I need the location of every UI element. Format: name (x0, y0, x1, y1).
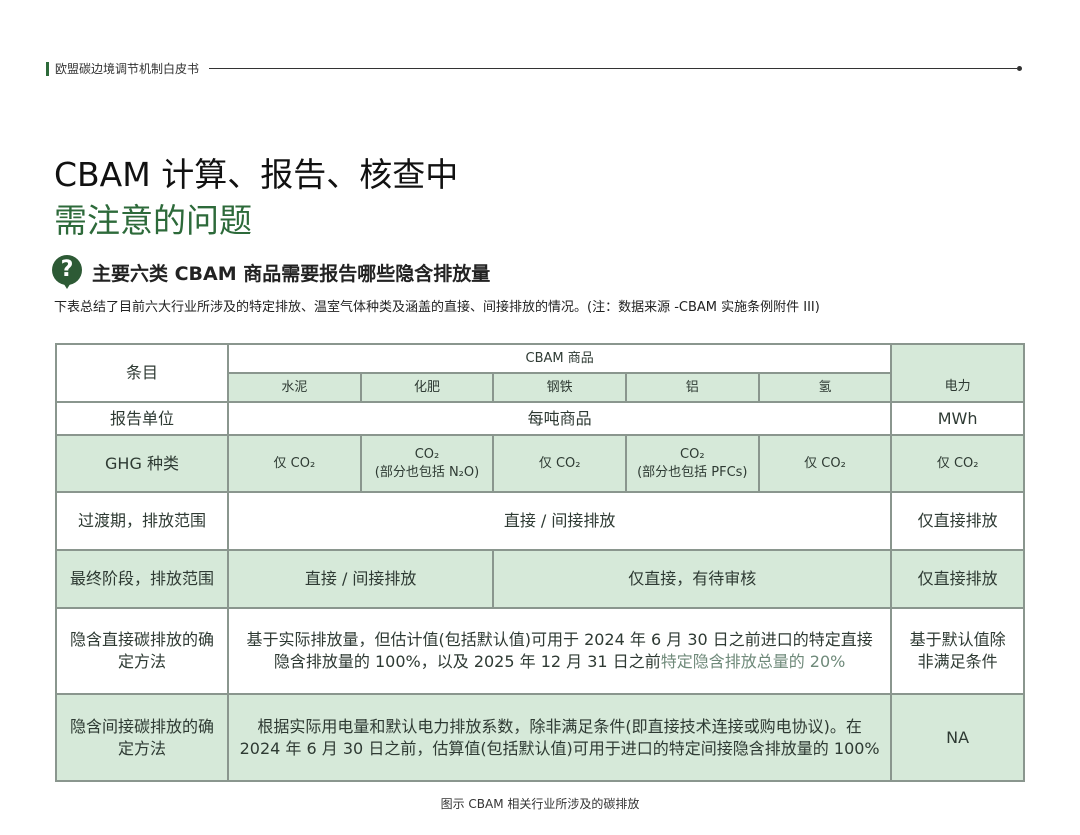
running-title: 欧盟碳边境调节机制白皮书 (55, 62, 200, 76)
unit-power: MWh (890, 401, 1025, 436)
indirect-power: NA (890, 693, 1025, 782)
goods-electricity: 电力 (890, 373, 1025, 403)
figure-caption: 图示 CBAM 相关行业所涉及的碳排放 (440, 797, 640, 811)
section-note: 下表总结了目前六大行业所涉及的特定排放、温室气体种类及涵盖的直接、间接排放的情况… (54, 300, 820, 315)
direct-text-main: 基于实际排放量，但估计值(包括默认值)可用于 2024 年 6 月 30 日之前… (246, 630, 873, 671)
ghg-cell: 仅 CO₂ (890, 434, 1025, 493)
ghg-cell: 仅 CO₂ (492, 434, 627, 493)
transition-goods: 直接 / 间接排放 (226, 491, 893, 551)
direct-power: 基于默认值除非满足条件 (890, 607, 1025, 695)
page-title-line1: CBAM 计算、报告、核查中 (54, 155, 459, 194)
transition-power: 仅直接排放 (890, 491, 1025, 551)
ghg-cell: CO₂ (部分也包括 N₂O) (359, 434, 495, 493)
row-label-transition: 过渡期，排放范围 (55, 491, 229, 551)
item-header: 条目 (55, 343, 229, 403)
indirect-text: 根据实际用电量和默认电力排放系数，除非满足条件(即直接技术连接或购电协议)。在 … (226, 693, 893, 782)
empty (890, 343, 1025, 373)
final-a: 直接 / 间接排放 (226, 549, 495, 609)
goods-aluminium: 铝 (624, 372, 760, 403)
direct-text: 基于实际排放量，但估计值(包括默认值)可用于 2024 年 6 月 30 日之前… (226, 607, 893, 695)
direct-text-faded: 特定隐含排放总量的 20% (660, 652, 846, 671)
final-power: 仅直接排放 (890, 549, 1025, 609)
goods-fertilizer: 化肥 (359, 372, 495, 403)
header-dot (1017, 66, 1022, 71)
row-label-direct: 隐含直接碳排放的确定方法 (55, 607, 229, 695)
unit-goods: 每吨商品 (226, 401, 893, 436)
running-header: 欧盟碳边境调节机制白皮书 (46, 60, 1022, 77)
ghg-cell: 仅 CO₂ (227, 434, 362, 493)
row-label-final: 最终阶段，排放范围 (55, 549, 229, 609)
ghg-cell: CO₂ (部分也包括 PFCs) (624, 434, 760, 493)
row-label-ghg: GHG 种类 (55, 434, 229, 493)
row-label-unit: 报告单位 (55, 401, 229, 436)
final-b: 仅直接，有待审核 (492, 549, 893, 609)
header-bar (46, 61, 49, 76)
goods-hydrogen: 氢 (757, 372, 893, 403)
header-rule (209, 68, 1017, 69)
row-label-indirect: 隐含间接碳排放的确定方法 (55, 693, 229, 782)
goods-steel: 钢铁 (492, 372, 627, 403)
page-title-line2: 需注意的问题 (54, 201, 252, 240)
section-heading: 主要六类 CBAM 商品需要报告哪些隐含排放量 (92, 263, 491, 285)
goods-header: CBAM 商品 (226, 343, 893, 374)
cbam-table: 条目 CBAM 商品 水泥 化肥 钢铁 铝 氢 电力 报告单位 每吨商品 MWh GH… (55, 343, 1025, 782)
goods-cement: 水泥 (227, 372, 362, 403)
question-icon: ? (52, 255, 82, 289)
ghg-cell: 仅 CO₂ (757, 434, 893, 493)
